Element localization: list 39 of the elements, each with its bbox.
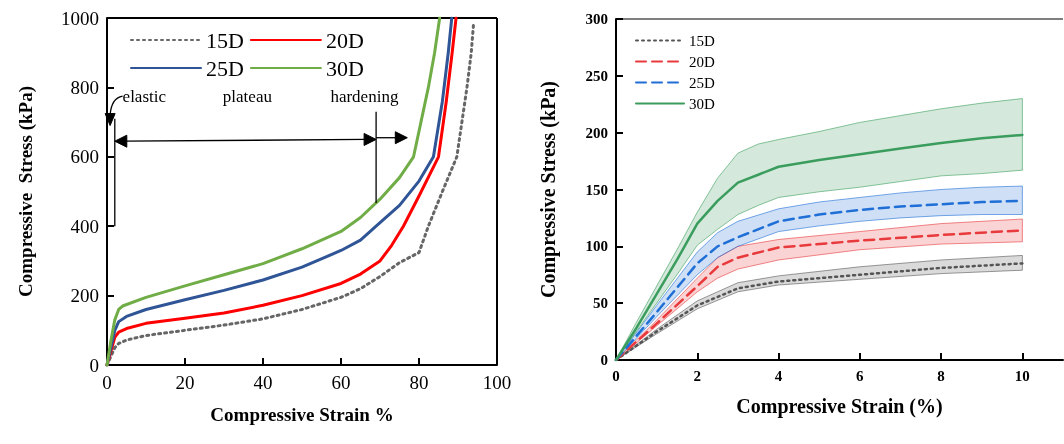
legend-label: 20D <box>325 27 364 53</box>
y-tick-label: 150 <box>585 181 608 198</box>
x-tick-label: 10 <box>1014 367 1030 384</box>
y-axis-title: Compressive Stress (kPa) <box>537 80 560 299</box>
x-tick-label: 4 <box>774 367 783 384</box>
legend-label: 25D <box>206 55 244 81</box>
x-axis-title: Compressive Strain (%) <box>736 395 943 418</box>
x-tick-label: 0 <box>612 367 620 384</box>
legend-label: 25D <box>689 74 715 91</box>
annotation: plateau <box>222 86 273 106</box>
y-tick-label: 300 <box>585 11 608 27</box>
y-tick-label: 1000 <box>61 7 99 29</box>
annotation: elastic <box>122 86 167 106</box>
y-tick-label: 0 <box>600 352 608 368</box>
legend-label: 15D <box>206 27 244 53</box>
x-tick-label: 100 <box>482 372 512 393</box>
x-axis-title: Compressive Strain % <box>210 404 394 425</box>
y-tick-label: 100 <box>585 238 608 255</box>
y-tick-label: 600 <box>70 146 99 168</box>
y-tick-label: 50 <box>593 295 608 312</box>
y-tick-label: 800 <box>70 76 99 98</box>
y-tick-label: 200 <box>585 124 608 141</box>
x-tick-label: 0 <box>102 372 112 393</box>
legend-label: 30D <box>325 55 364 81</box>
x-tick-label: 40 <box>253 372 273 393</box>
y-tick-label: 250 <box>585 67 608 84</box>
y-tick-label: 400 <box>70 215 99 237</box>
legend-label: 30D <box>689 95 715 112</box>
y-axis-title: Compressive Stress (kPa) <box>15 86 37 297</box>
x-tick-label: 2 <box>693 367 702 384</box>
x-tick-label: 60 <box>331 372 351 393</box>
legend-label: 15D <box>689 32 715 49</box>
x-tick-label: 20 <box>175 372 195 393</box>
x-tick-label: 6 <box>856 367 865 384</box>
legend-label: 20D <box>689 53 715 70</box>
x-tick-label: 80 <box>409 372 429 393</box>
y-tick-label: 200 <box>70 285 99 307</box>
x-tick-label: 8 <box>937 367 945 384</box>
annotation: hardening <box>330 86 399 106</box>
